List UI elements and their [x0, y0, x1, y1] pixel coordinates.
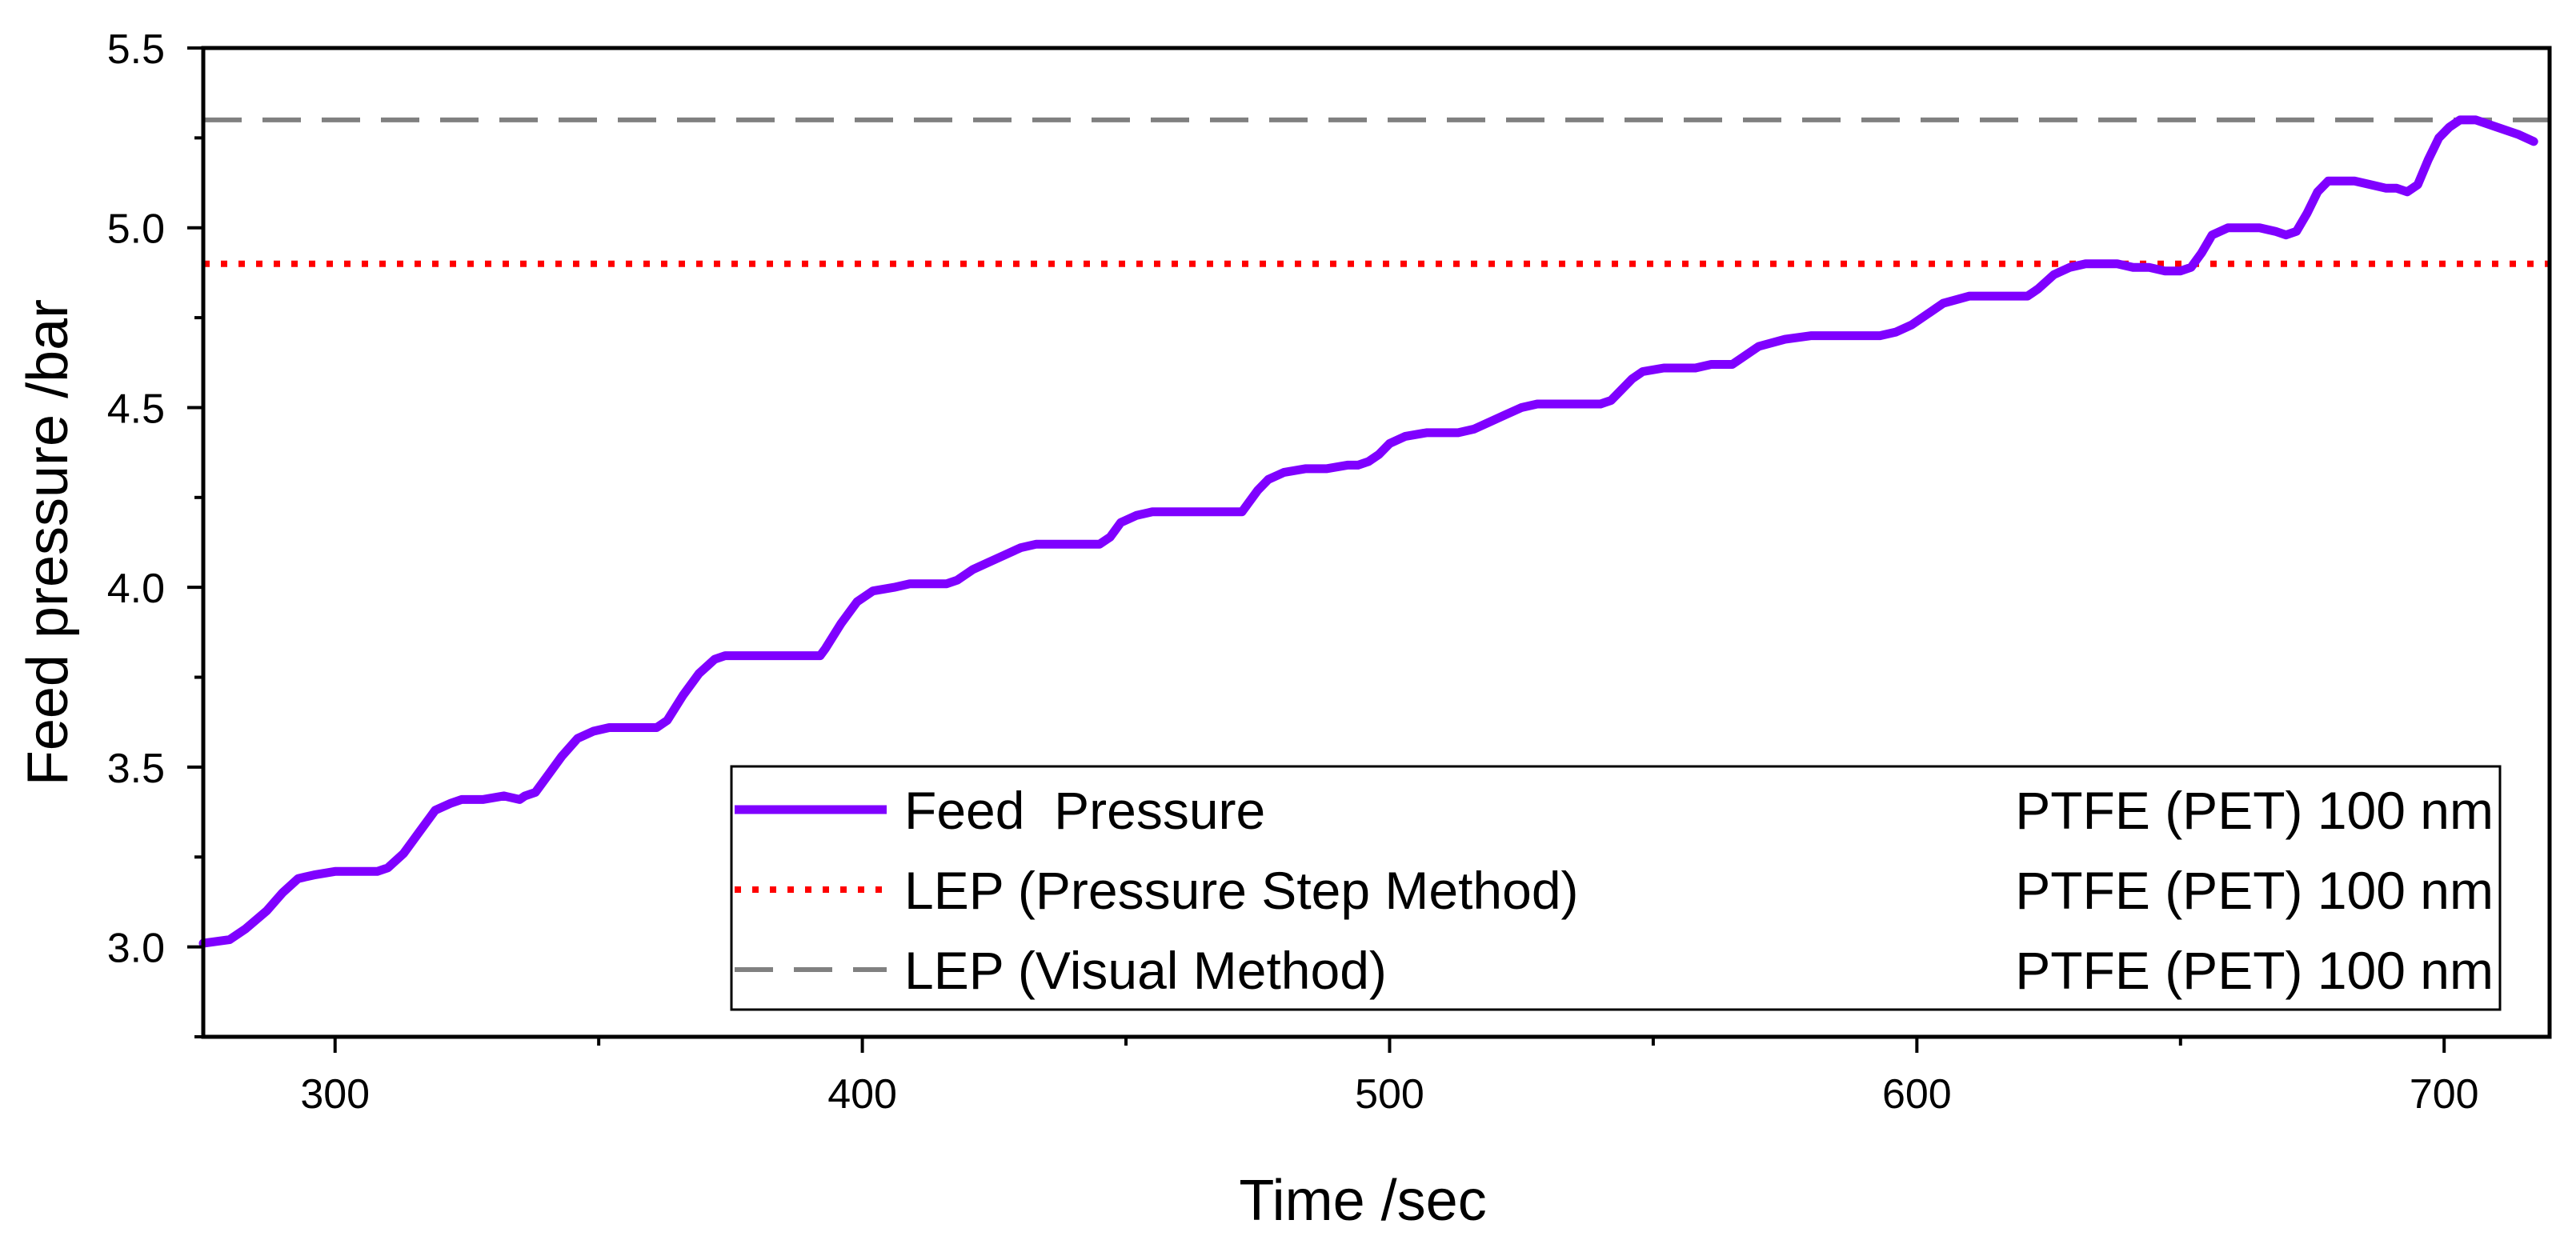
- series-layer: [198, 115, 2538, 948]
- legend: Feed Pressure PTFE (PET) 100 nm LEP (Pre…: [730, 765, 2502, 1011]
- x-tick-labels: 300 400 500 600 700: [300, 1071, 2478, 1118]
- plot-frame: [201, 46, 2552, 1039]
- x-tick-label: 700: [2410, 1071, 2479, 1118]
- y-tick-label: 4.5: [107, 386, 165, 432]
- legend-box: [730, 765, 2502, 1011]
- legend-label-feed-pressure: Feed Pressure: [904, 781, 1265, 840]
- axis-ticks: [187, 46, 2446, 1053]
- legend-label-pressure-step: LEP (Pressure Step Method): [904, 861, 1579, 920]
- y-axis-title: Feed pressure /bar: [16, 299, 80, 786]
- legend-sample-feed-pressure: PTFE (PET) 100 nm: [2015, 781, 2494, 840]
- y-tick-label: 5.5: [107, 26, 165, 73]
- series-line-feed-pressure: [198, 115, 2538, 948]
- x-tick-label: 400: [827, 1071, 897, 1118]
- legend-label-visual: LEP (Visual Method): [904, 941, 1387, 1000]
- x-tick-label: 500: [1355, 1071, 1424, 1118]
- y-tick-label: 3.0: [107, 926, 165, 972]
- y-tick-label: 5.0: [107, 206, 165, 253]
- y-tick-label: 3.5: [107, 746, 165, 792]
- y-tick-labels: 3.0 3.5 4.0 4.5 5.0 5.5: [107, 26, 165, 972]
- reference-lines: [203, 117, 2550, 267]
- x-tick-label: 300: [300, 1071, 370, 1118]
- legend-sample-pressure-step: PTFE (PET) 100 nm: [2015, 861, 2494, 920]
- x-axis-title: Time /sec: [1239, 1169, 1486, 1233]
- y-tick-label: 4.0: [107, 566, 165, 612]
- legend-sample-visual: PTFE (PET) 100 nm: [2015, 941, 2494, 1000]
- x-tick-label: 600: [1882, 1071, 1952, 1118]
